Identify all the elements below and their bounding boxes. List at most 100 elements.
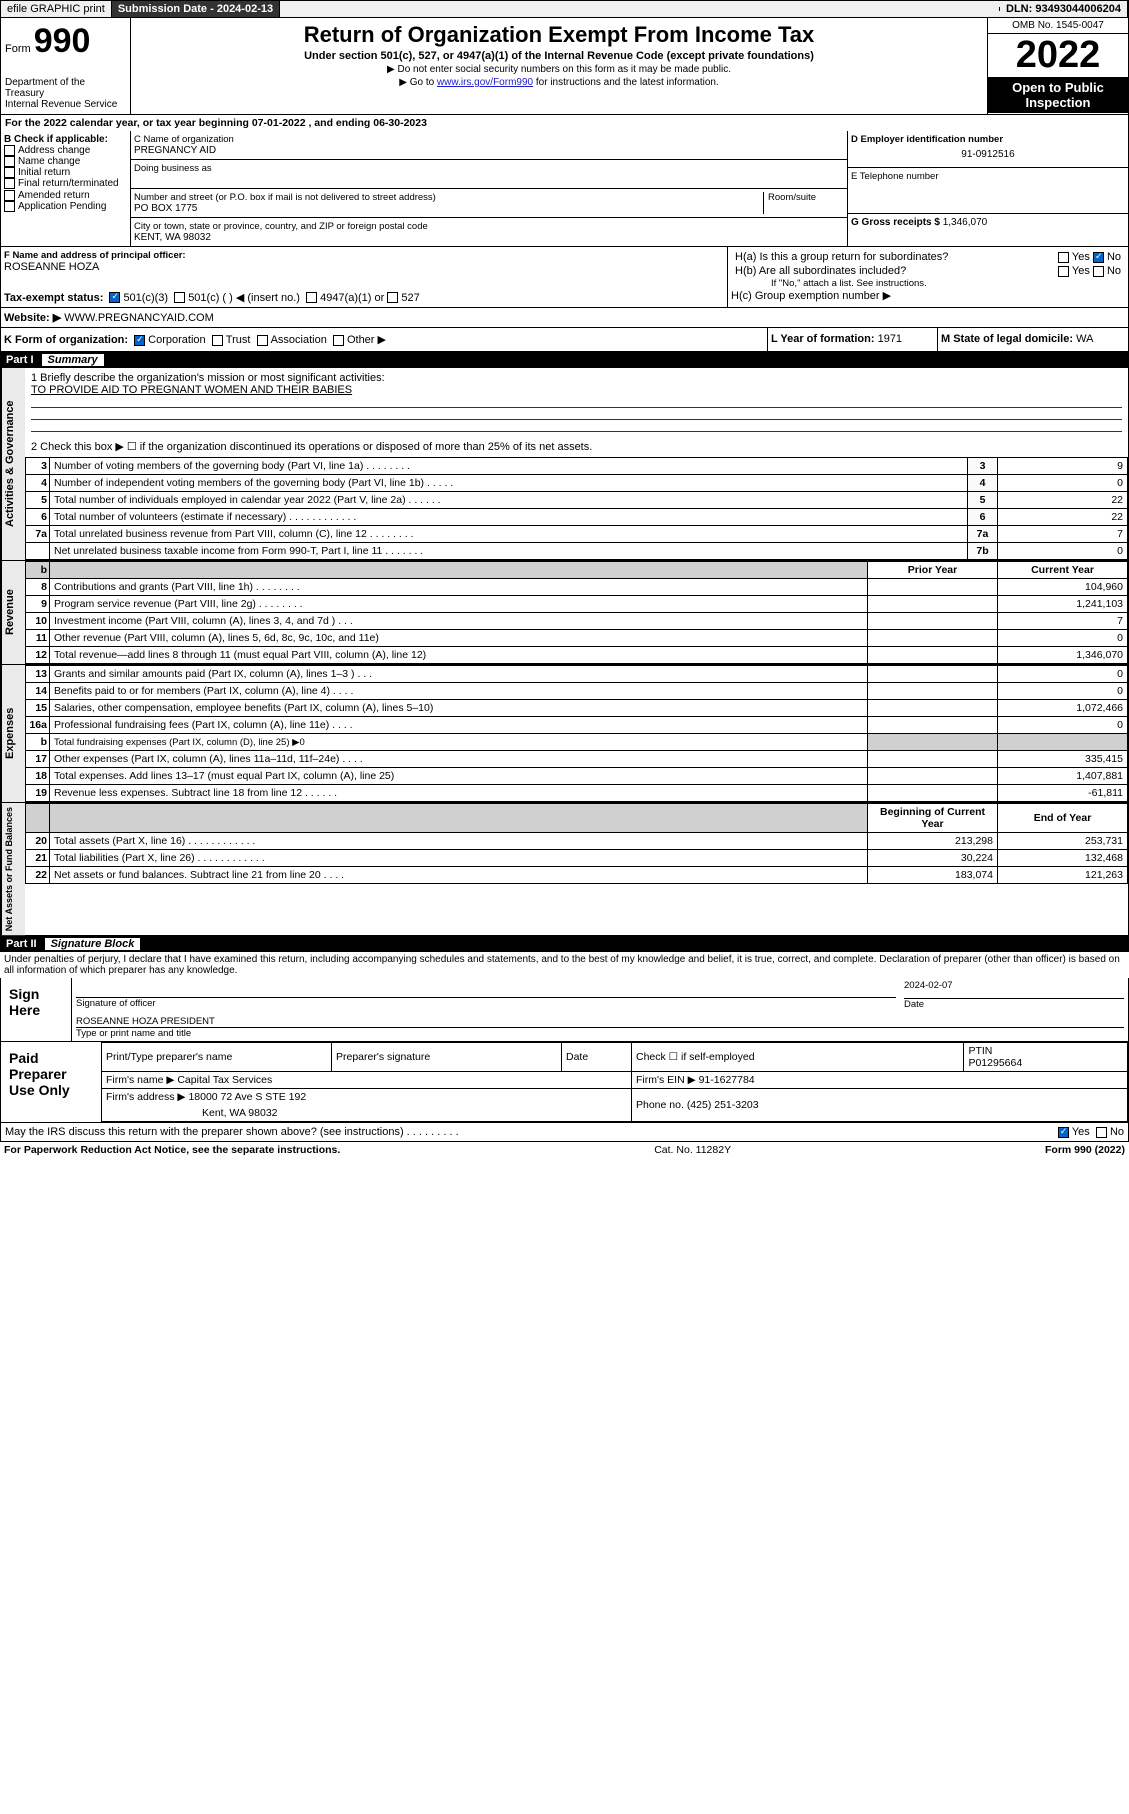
state-domicile: WA — [1076, 333, 1093, 345]
mission-text: TO PROVIDE AID TO PREGNANT WOMEN AND THE… — [31, 384, 1122, 396]
ptin-value: P01295664 — [968, 1057, 1022, 1069]
sign-here-block: Sign Here Signature of officer 2024-02-0… — [0, 978, 1129, 1042]
vlabel-netassets: Net Assets or Fund Balances — [1, 803, 25, 935]
501c-checkbox[interactable] — [174, 292, 185, 303]
city-label: City or town, state or province, country… — [134, 221, 844, 232]
ha-label: H(a) Is this a group return for subordin… — [735, 251, 1058, 263]
website-value: WWW.PREGNANCYAID.COM — [64, 312, 214, 324]
box-b-item[interactable]: Final return/terminated — [4, 178, 127, 189]
prep-sig-label: Preparer's signature — [332, 1043, 562, 1072]
netassets-table: Beginning of Current YearEnd of Year20To… — [25, 803, 1128, 884]
line-a: For the 2022 calendar year, or tax year … — [0, 115, 1129, 131]
box-b-item[interactable]: Name change — [4, 156, 127, 167]
may-irs-no[interactable] — [1096, 1127, 1107, 1138]
box-b-item[interactable]: Amended return — [4, 190, 127, 201]
irs-link[interactable]: www.irs.gov/Form990 — [437, 77, 533, 88]
may-irs-label: May the IRS discuss this return with the… — [5, 1126, 459, 1138]
501c3-checkbox[interactable] — [109, 292, 120, 303]
firm-ein-label: Firm's EIN ▶ — [636, 1074, 696, 1086]
officer-name-title: ROSEANNE HOZA PRESIDENT — [76, 1016, 1124, 1028]
revenue-table: bPrior YearCurrent Year8Contributions an… — [25, 561, 1128, 664]
dln-label: DLN: 93493044006204 — [1000, 1, 1128, 17]
box-b-item[interactable]: Address change — [4, 145, 127, 156]
paid-preparer-block: Paid Preparer Use Only Print/Type prepar… — [0, 1042, 1129, 1123]
gross-receipts: 1,346,070 — [943, 217, 988, 228]
4947-checkbox[interactable] — [306, 292, 317, 303]
d-label: D Employer identification number — [851, 134, 1125, 145]
form-title: Return of Organization Exempt From Incom… — [135, 22, 983, 48]
note-ssn: ▶ Do not enter social security numbers o… — [135, 64, 983, 75]
prep-date-label: Date — [562, 1043, 632, 1072]
preparer-table: Print/Type preparer's name Preparer's si… — [101, 1042, 1128, 1122]
k-label: K Form of organization: — [4, 334, 128, 346]
sign-here-label: Sign Here — [1, 978, 71, 1041]
vlabel-expenses: Expenses — [1, 665, 25, 802]
title-box: Return of Organization Exempt From Incom… — [131, 18, 988, 114]
sig-officer-label: Signature of officer — [76, 998, 896, 1009]
top-bar: efile GRAPHIC print Submission Date - 20… — [0, 0, 1129, 18]
governance-section: Activities & Governance 1 Briefly descri… — [0, 368, 1129, 561]
officer-name: ROSEANNE HOZA — [4, 261, 724, 273]
hc-label: H(c) Group exemption number ▶ — [731, 289, 1125, 302]
e-label: E Telephone number — [851, 171, 1125, 182]
k-assoc[interactable] — [257, 335, 268, 346]
j-row: Website: ▶ WWW.PREGNANCYAID.COM — [0, 308, 1129, 328]
527-checkbox[interactable] — [387, 292, 398, 303]
street-address: PO BOX 1775 — [134, 203, 759, 214]
hb-yes[interactable] — [1058, 266, 1069, 277]
page-footer: For Paperwork Reduction Act Notice, see … — [0, 1142, 1129, 1158]
j-label: Website: ▶ — [4, 312, 61, 324]
k-trust[interactable] — [212, 335, 223, 346]
note-link: ▶ Go to www.irs.gov/Form990 for instruct… — [135, 77, 983, 88]
form-number-box: Form 990 Department of the Treasury Inte… — [1, 18, 131, 114]
may-irs-row: May the IRS discuss this return with the… — [0, 1123, 1129, 1142]
inspection-label: Open to Public Inspection — [988, 77, 1128, 113]
city-state-zip: KENT, WA 98032 — [134, 232, 844, 243]
fh-row: F Name and address of principal officer:… — [0, 247, 1129, 308]
box-c: C Name of organization PREGNANCY AID Doi… — [131, 131, 848, 246]
part1-header: Part I Summary — [0, 352, 1129, 368]
phone-value: (425) 251-3203 — [687, 1099, 759, 1111]
hb-note: If "No," attach a list. See instructions… — [731, 278, 1125, 289]
year-formation: 1971 — [878, 333, 902, 345]
footer-mid: Cat. No. 11282Y — [654, 1144, 731, 1156]
form-number: 990 — [34, 22, 91, 60]
print-name-label: Print/Type preparer's name — [102, 1043, 332, 1072]
may-irs-yes[interactable] — [1058, 1127, 1069, 1138]
part2-header: Part II Signature Block — [0, 936, 1129, 952]
box-h: H(a) Is this a group return for subordin… — [728, 247, 1128, 307]
f-label: F Name and address of principal officer: — [4, 250, 724, 261]
box-b-item[interactable]: Application Pending — [4, 201, 127, 212]
firm-name-label: Firm's name ▶ — [106, 1074, 174, 1086]
ha-yes[interactable] — [1058, 252, 1069, 263]
firm-addr2: Kent, WA 98032 — [102, 1105, 632, 1122]
line2-label: 2 Check this box ▶ ☐ if the organization… — [31, 440, 1122, 453]
revenue-section: Revenue bPrior YearCurrent Year8Contribu… — [0, 561, 1129, 665]
k-corp[interactable] — [134, 335, 145, 346]
k-other[interactable] — [333, 335, 344, 346]
vlabel-revenue: Revenue — [1, 561, 25, 664]
type-name-label: Type or print name and title — [76, 1028, 1124, 1039]
ein-value: 91-0912516 — [851, 145, 1125, 164]
dba-label: Doing business as — [134, 163, 844, 174]
vlabel-governance: Activities & Governance — [1, 368, 25, 560]
ha-no[interactable] — [1093, 252, 1104, 263]
sign-date: 2024-02-07 — [904, 980, 1124, 998]
box-deg: D Employer identification number 91-0912… — [848, 131, 1128, 246]
part2-num: Part II — [6, 938, 37, 950]
box-b-item[interactable]: Initial return — [4, 167, 127, 178]
hb-no[interactable] — [1093, 266, 1104, 277]
submission-date-button[interactable]: Submission Date - 2024-02-13 — [112, 1, 280, 17]
efile-label: efile GRAPHIC print — [1, 1, 112, 17]
expenses-section: Expenses 13Grants and similar amounts pa… — [0, 665, 1129, 803]
form-subtitle: Under section 501(c), 527, or 4947(a)(1)… — [135, 50, 983, 62]
ptin-label: PTIN — [968, 1045, 992, 1057]
expenses-table: 13Grants and similar amounts paid (Part … — [25, 665, 1128, 802]
part1-num: Part I — [6, 354, 34, 366]
netassets-section: Net Assets or Fund Balances Beginning of… — [0, 803, 1129, 936]
paid-prep-label: Paid Preparer Use Only — [1, 1042, 101, 1122]
box-b-label: B Check if applicable: — [4, 134, 127, 145]
c-name-label: C Name of organization — [134, 134, 844, 145]
governance-table: 3Number of voting members of the governi… — [25, 457, 1128, 560]
part2-title: Signature Block — [45, 938, 141, 950]
